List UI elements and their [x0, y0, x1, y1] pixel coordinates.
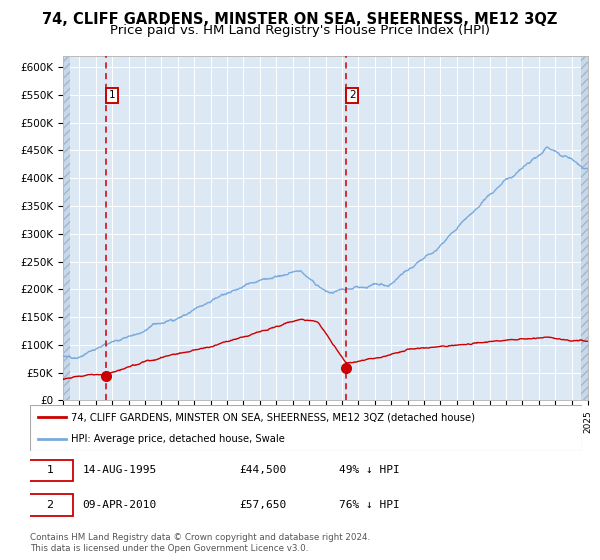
FancyBboxPatch shape — [27, 460, 73, 481]
Text: 49% ↓ HPI: 49% ↓ HPI — [339, 465, 400, 475]
Text: Price paid vs. HM Land Registry's House Price Index (HPI): Price paid vs. HM Land Registry's House … — [110, 24, 490, 37]
Text: £44,500: £44,500 — [240, 465, 287, 475]
Text: 76% ↓ HPI: 76% ↓ HPI — [339, 500, 400, 510]
Text: 2: 2 — [349, 91, 355, 100]
Text: 2: 2 — [46, 500, 53, 510]
Text: 1: 1 — [46, 465, 53, 475]
FancyBboxPatch shape — [27, 494, 73, 516]
Bar — [581, 56, 588, 400]
Bar — [63, 56, 70, 400]
FancyBboxPatch shape — [30, 405, 582, 451]
Text: 14-AUG-1995: 14-AUG-1995 — [82, 465, 157, 475]
Text: £57,650: £57,650 — [240, 500, 287, 510]
Text: 1: 1 — [109, 91, 115, 100]
Text: Contains HM Land Registry data © Crown copyright and database right 2024.
This d: Contains HM Land Registry data © Crown c… — [30, 533, 370, 553]
Text: 74, CLIFF GARDENS, MINSTER ON SEA, SHEERNESS, ME12 3QZ: 74, CLIFF GARDENS, MINSTER ON SEA, SHEER… — [43, 12, 557, 27]
Text: 09-APR-2010: 09-APR-2010 — [82, 500, 157, 510]
Text: 74, CLIFF GARDENS, MINSTER ON SEA, SHEERNESS, ME12 3QZ (detached house): 74, CLIFF GARDENS, MINSTER ON SEA, SHEER… — [71, 412, 475, 422]
Text: HPI: Average price, detached house, Swale: HPI: Average price, detached house, Swal… — [71, 435, 285, 444]
